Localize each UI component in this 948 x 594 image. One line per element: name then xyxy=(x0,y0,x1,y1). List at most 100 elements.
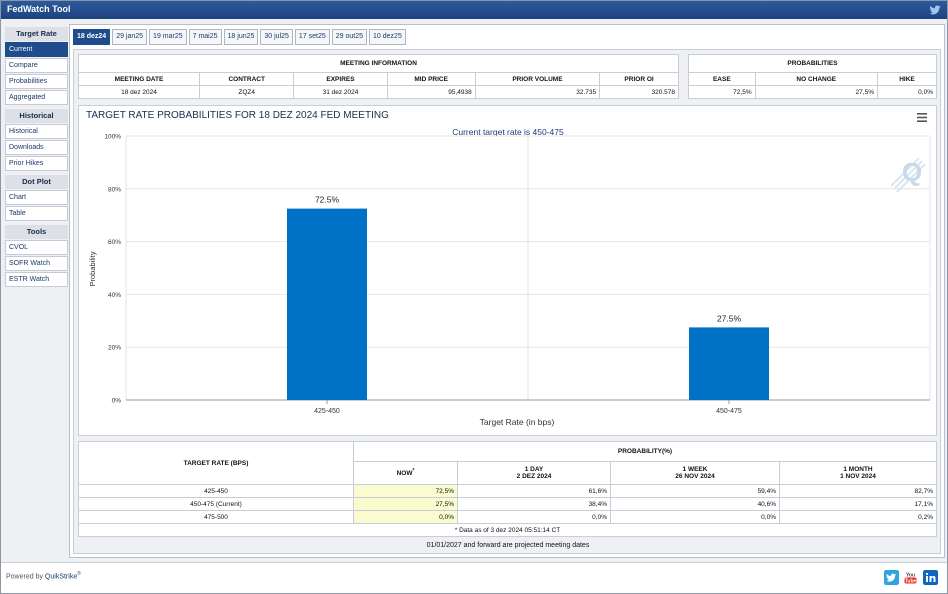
rate-cell: 475-500 xyxy=(78,510,354,524)
svg-text:Tube: Tube xyxy=(905,578,917,584)
title-bar: FedWatch Tool xyxy=(1,1,947,19)
tab-meeting[interactable]: 18 jun25 xyxy=(223,29,259,45)
sidebar-item-estr-watch[interactable]: ESTR Watch xyxy=(5,272,68,287)
sidebar-item-table[interactable]: Table xyxy=(5,206,68,221)
value-cell: 82,7% xyxy=(779,484,937,498)
logo-letter: Q xyxy=(902,157,922,187)
tab-meeting[interactable]: 17 set25 xyxy=(294,29,330,45)
table-row: 450-475 (Current) 27,5% 38,4% 40,6% 17,1… xyxy=(78,497,937,511)
sidebar-item-probabilities[interactable]: Probabilities xyxy=(5,74,68,89)
rate-cell: 425-450 xyxy=(78,484,354,498)
column-header: HIKE xyxy=(876,72,938,86)
tab-meeting[interactable]: 29 jan25 xyxy=(112,29,148,45)
no-change-value: 27,5% xyxy=(754,85,878,99)
registered-mark: ® xyxy=(77,571,81,577)
column-header: EASE xyxy=(688,72,756,86)
column-header: NO CHANGE xyxy=(754,72,878,86)
value-cell: 61,6% xyxy=(457,484,611,498)
col-1month-label: 1 MONTH xyxy=(843,466,873,473)
linkedin-icon[interactable] xyxy=(923,570,938,585)
tab-meeting[interactable]: 30 jul25 xyxy=(260,29,293,45)
sidebar-item-historical[interactable]: Historical xyxy=(5,124,68,139)
col-1week-label: 1 WEEK xyxy=(682,466,708,473)
col-1day-label: 1 DAY xyxy=(524,466,544,473)
bar-data-label: 72.5% xyxy=(315,195,340,205)
ease-value: 72,5% xyxy=(688,85,756,99)
chart-panel: TARGET RATE PROBABILITIES FOR 18 DEZ 202… xyxy=(78,105,937,436)
chart-subtitle: Current target rate is 450-475 xyxy=(452,127,564,137)
bar xyxy=(287,208,367,400)
y-tick-label: 0% xyxy=(112,398,122,405)
y-tick-label: 40% xyxy=(108,292,121,299)
value-cell: 40,6% xyxy=(610,497,780,511)
x-axis-label: Target Rate (in bps) xyxy=(480,417,555,427)
footer: Powered by QuikStrike® You Tube xyxy=(1,562,947,593)
bar xyxy=(689,327,769,400)
projected-dates-note: 01/01/2027 and forward are projected mee… xyxy=(426,542,590,549)
bar-chart: Current target rate is 450-475 Q 0% 20% 40… xyxy=(88,127,931,427)
app-title: FedWatch Tool xyxy=(7,4,71,14)
col-now-header: NOW* xyxy=(353,461,458,485)
value-cell: 0,0% xyxy=(610,510,780,524)
tab-meeting[interactable]: 10 dez25 xyxy=(369,29,406,45)
col-1day-header: 1 DAY 2 DEZ 2024 xyxy=(457,461,611,485)
probabilities-table: PROBABILITIES EASE NO CHANGE HIKE 72,5% … xyxy=(688,54,938,99)
sidebar-header-target-rate: Target Rate xyxy=(5,27,68,41)
quikstrike-link[interactable]: QuikStrike xyxy=(44,573,78,581)
table-row: 475-500 0,0% 0,0% 0,0% 0,2% xyxy=(78,510,937,524)
prior-volume-value: 32.735 xyxy=(474,85,601,99)
twitter-icon[interactable] xyxy=(929,4,941,16)
sidebar: Target Rate Current Compare Probabilitie… xyxy=(5,27,68,287)
tab-meeting[interactable]: 7 mai25 xyxy=(188,29,222,45)
value-cell: 38,4% xyxy=(457,497,611,511)
value-cell: 0,2% xyxy=(779,510,937,524)
bar-data-label: 27.5% xyxy=(717,313,742,323)
probability-group-header: PROBABILITY(%) xyxy=(353,441,937,462)
sidebar-item-chart[interactable]: Chart xyxy=(5,190,68,205)
probabilities-caption: PROBABILITIES xyxy=(688,54,937,73)
bars: 72.5% 27.5% xyxy=(287,195,769,400)
x-axis-ticks: 425-450 450-475 xyxy=(314,400,742,415)
sidebar-item-prior-hikes[interactable]: Prior Hikes xyxy=(5,156,68,171)
contract-value: ZQZ4 xyxy=(198,85,295,99)
y-axis-label: Probability xyxy=(88,251,97,286)
col-1week-header: 1 WEEK 26 NOV 2024 xyxy=(610,461,780,485)
col-now-label: NOW xyxy=(396,470,413,478)
tab-meeting[interactable]: 18 dez24 xyxy=(73,29,111,45)
target-rate-header: TARGET RATE (BPS) xyxy=(78,441,354,485)
sidebar-item-current[interactable]: Current xyxy=(5,42,68,57)
powered-by: Powered by QuikStrike® xyxy=(6,571,81,580)
sidebar-item-sofr-watch[interactable]: SOFR Watch xyxy=(5,256,68,271)
main-panel: 18 dez24 29 jan25 19 mar25 7 mai25 18 ju… xyxy=(69,24,945,558)
value-cell: 59,4% xyxy=(610,484,780,498)
mid-price-value: 95,4938 xyxy=(386,85,476,99)
youtube-icon[interactable]: You Tube xyxy=(903,570,918,585)
column-header: EXPIRES xyxy=(293,72,388,86)
y-tick-label: 100% xyxy=(104,134,121,141)
column-header: PRIOR OI xyxy=(599,72,679,86)
value-cell: 17,1% xyxy=(779,497,937,511)
x-tick-label: 425-450 xyxy=(314,408,340,415)
col-1week-date: 26 NOV 2024 xyxy=(675,473,715,480)
twitter-icon[interactable] xyxy=(884,570,899,585)
sidebar-item-compare[interactable]: Compare xyxy=(5,58,68,73)
sidebar-item-downloads[interactable]: Downloads xyxy=(5,140,68,155)
expires-value: 31 dez 2024 xyxy=(293,85,388,99)
content-area: MEETING INFORMATION MEETING DATE CONTRAC… xyxy=(73,49,941,554)
powered-by-label: Powered by xyxy=(6,573,43,581)
meeting-tabs: 18 dez24 29 jan25 19 mar25 7 mai25 18 ju… xyxy=(73,29,408,45)
hamburger-menu-icon[interactable] xyxy=(917,113,927,122)
tab-meeting[interactable]: 29 out25 xyxy=(331,29,368,45)
meeting-info-table: MEETING INFORMATION MEETING DATE CONTRAC… xyxy=(78,54,679,99)
now-cell: 72,5% xyxy=(353,484,458,498)
sidebar-item-aggregated[interactable]: Aggregated xyxy=(5,90,68,105)
probability-table: TARGET RATE (BPS) PROBABILITY(%) NOW* 1 … xyxy=(78,441,937,537)
meeting-info-caption: MEETING INFORMATION xyxy=(78,54,679,73)
tab-meeting[interactable]: 19 mar25 xyxy=(149,29,187,45)
sidebar-header-dot-plot: Dot Plot xyxy=(5,175,68,189)
y-axis-ticks: 0% 20% 40% 60% 80% 100% xyxy=(104,134,121,405)
now-cell: 0,0% xyxy=(353,510,458,524)
sidebar-item-cvol[interactable]: CVOL xyxy=(5,240,68,255)
column-header: CONTRACT xyxy=(198,72,295,86)
